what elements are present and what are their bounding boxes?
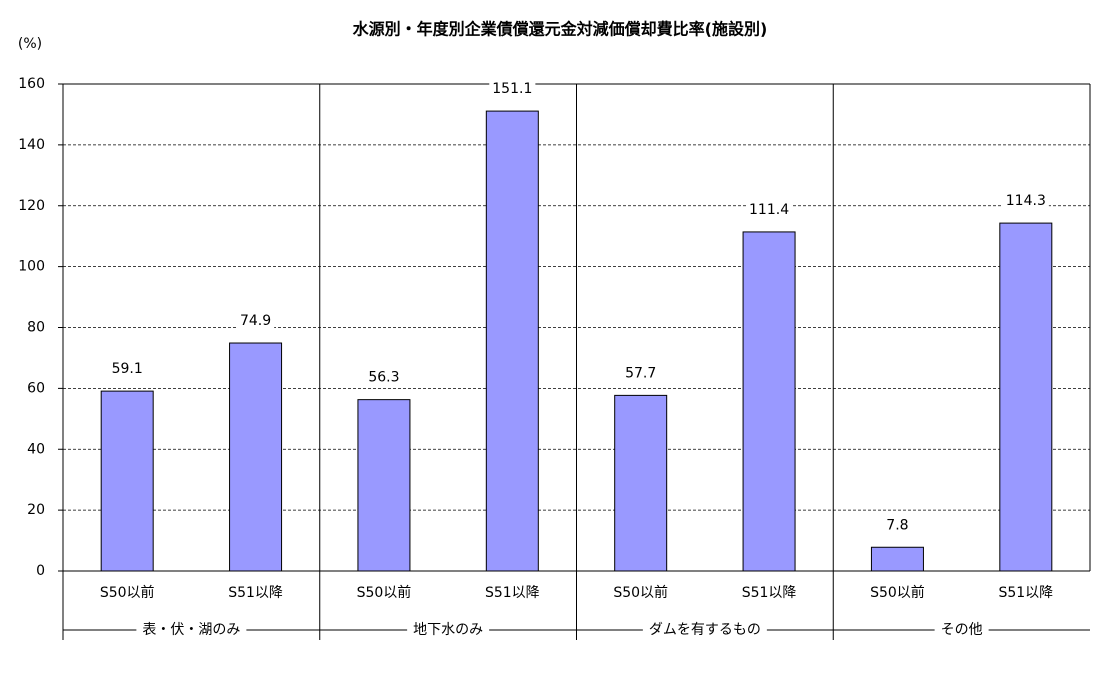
value-label: 57.7 bbox=[625, 365, 656, 381]
value-label-bg bbox=[108, 361, 146, 378]
x-tick-label: S51以降 bbox=[998, 585, 1053, 601]
x-tick-label: S50以前 bbox=[613, 584, 668, 601]
y-tick-label: 60 bbox=[27, 380, 45, 396]
group-label-bg bbox=[642, 622, 767, 638]
y-tick-label: 160 bbox=[18, 76, 45, 92]
group-label-bg bbox=[934, 622, 989, 638]
bar bbox=[357, 399, 411, 572]
value-label-bg bbox=[622, 365, 660, 382]
value-label-bg bbox=[883, 517, 912, 534]
value-label-bg bbox=[236, 313, 275, 330]
value-label: 111.4 bbox=[749, 202, 789, 218]
group-label: 表・伏・湖のみ bbox=[142, 622, 240, 638]
group-label: その他 bbox=[941, 622, 983, 638]
y-tick-label: 140 bbox=[18, 137, 45, 153]
x-tick-label: S51以降 bbox=[742, 585, 797, 601]
y-tick-label: 80 bbox=[27, 320, 45, 336]
value-label-bg bbox=[746, 201, 793, 218]
value-label: 114.3 bbox=[1006, 193, 1046, 209]
bar bbox=[999, 222, 1053, 572]
group-label: ダムを有するもの bbox=[649, 622, 761, 638]
value-label: 59.1 bbox=[112, 361, 143, 377]
y-tick-label: 100 bbox=[18, 259, 45, 275]
x-tick-label: S50以前 bbox=[870, 584, 925, 601]
chart-title: 水源別・年度別企業債償還元金対減価償却費比率(施設別) bbox=[353, 20, 768, 39]
bar bbox=[614, 394, 668, 572]
x-tick-label: S51以降 bbox=[228, 585, 283, 601]
bar bbox=[870, 546, 924, 572]
bar bbox=[742, 231, 796, 572]
value-label: 56.3 bbox=[368, 370, 399, 386]
value-label: 151.1 bbox=[492, 81, 532, 97]
bar bbox=[485, 110, 539, 572]
value-label-bg bbox=[489, 81, 536, 98]
value-label: 74.9 bbox=[240, 313, 271, 329]
y-unit-label: (%) bbox=[18, 36, 42, 52]
value-label: 7.8 bbox=[886, 517, 908, 533]
y-tick-label: 40 bbox=[27, 441, 45, 457]
bar bbox=[100, 390, 154, 572]
group-label: 地下水のみ bbox=[413, 622, 483, 638]
x-tick-label: S51以降 bbox=[485, 585, 540, 601]
group-label-bg bbox=[407, 622, 490, 638]
y-tick-label: 0 bbox=[36, 563, 45, 579]
bar bbox=[229, 342, 283, 572]
y-tick-label: 120 bbox=[18, 198, 45, 214]
y-tick-label: 20 bbox=[27, 502, 45, 518]
value-label-bg bbox=[365, 369, 403, 386]
x-tick-label: S50以前 bbox=[357, 584, 412, 601]
value-label-bg bbox=[1002, 193, 1049, 210]
group-label-bg bbox=[136, 622, 247, 638]
x-tick-label: S50以前 bbox=[100, 584, 155, 601]
